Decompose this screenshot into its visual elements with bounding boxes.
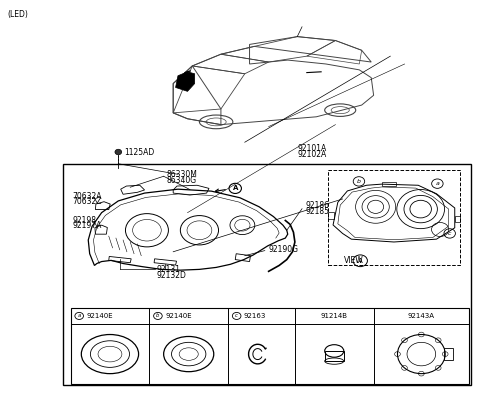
Bar bbox=[444, 348, 453, 360]
Bar bbox=[63, 164, 471, 385]
Bar bbox=[71, 308, 469, 384]
Text: 92197A: 92197A bbox=[72, 221, 101, 230]
Bar bbox=[382, 182, 396, 186]
Text: 92140E: 92140E bbox=[86, 313, 113, 319]
Text: 70632Z: 70632Z bbox=[72, 197, 101, 206]
Text: 92102A: 92102A bbox=[297, 150, 326, 159]
Text: 91214B: 91214B bbox=[321, 313, 348, 319]
Text: c: c bbox=[235, 314, 238, 318]
Text: c: c bbox=[448, 231, 451, 236]
Text: 92163: 92163 bbox=[244, 313, 266, 319]
Text: 92140E: 92140E bbox=[165, 313, 192, 319]
Bar bbox=[324, 351, 344, 361]
Text: 92186: 92186 bbox=[306, 201, 330, 210]
Text: 86340G: 86340G bbox=[166, 176, 196, 185]
Text: 70632A: 70632A bbox=[72, 192, 101, 201]
Text: 92185: 92185 bbox=[306, 207, 330, 216]
Text: A: A bbox=[232, 186, 238, 191]
Text: b: b bbox=[357, 179, 361, 184]
Text: a: a bbox=[435, 181, 439, 186]
Text: b: b bbox=[156, 314, 160, 318]
Text: A: A bbox=[358, 258, 362, 264]
Bar bbox=[328, 169, 459, 266]
Text: 92101A: 92101A bbox=[297, 143, 326, 152]
Text: 1125AD: 1125AD bbox=[124, 147, 154, 156]
Text: 92132D: 92132D bbox=[156, 271, 186, 280]
Polygon shape bbox=[176, 72, 195, 91]
Text: 92131: 92131 bbox=[156, 265, 180, 274]
Text: (LED): (LED) bbox=[7, 10, 28, 19]
Bar bbox=[455, 216, 460, 222]
Bar bbox=[328, 212, 334, 219]
Text: 86330M: 86330M bbox=[166, 170, 197, 179]
Text: 92190G: 92190G bbox=[269, 245, 299, 254]
Text: a: a bbox=[78, 314, 81, 318]
Text: 92143A: 92143A bbox=[408, 313, 435, 319]
Text: VIEW: VIEW bbox=[344, 256, 364, 265]
Circle shape bbox=[115, 149, 121, 155]
Text: 92198: 92198 bbox=[72, 216, 96, 225]
